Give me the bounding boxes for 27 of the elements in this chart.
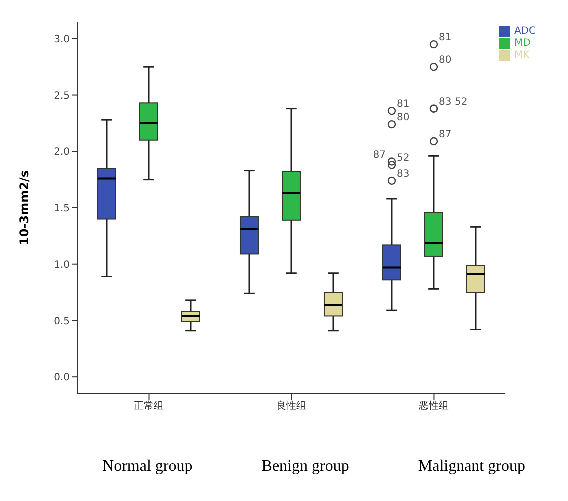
y-tick-label: 3.0	[54, 34, 70, 46]
annotation: 83	[396, 168, 410, 180]
annotation: 81	[396, 99, 410, 110]
text: Malignant group	[418, 458, 526, 476]
annotation: 80	[396, 112, 410, 124]
annotation: 83	[438, 96, 452, 108]
legend-label: ADC	[514, 26, 536, 38]
y-tick-label: 2.5	[54, 90, 70, 102]
x-tick-label: 正常组	[134, 400, 164, 412]
y-tick-label: 1.0	[54, 260, 70, 271]
y-tick-label: 0.5	[54, 316, 70, 328]
annotation: 52	[396, 153, 410, 164]
annotation: 81	[438, 32, 452, 44]
annotation: 87	[373, 150, 386, 161]
annotation: 80	[438, 55, 452, 66]
x-tick-label: 良性组	[276, 400, 307, 412]
legend-label: MD	[514, 38, 531, 50]
annotation: 52	[454, 96, 468, 108]
legend-label: MK	[514, 50, 530, 62]
text: Benign group	[262, 458, 350, 476]
y-tick-label: 1.5	[54, 204, 70, 215]
y-tick-label: 2.0	[54, 147, 70, 158]
x-tick-label: 恶性组	[418, 400, 450, 412]
text: Normal group	[102, 458, 193, 476]
annotation: 87	[438, 129, 452, 140]
y-axis-title: 10-3mm2/s	[17, 170, 32, 246]
y-tick-label: 0.0	[54, 372, 70, 384]
